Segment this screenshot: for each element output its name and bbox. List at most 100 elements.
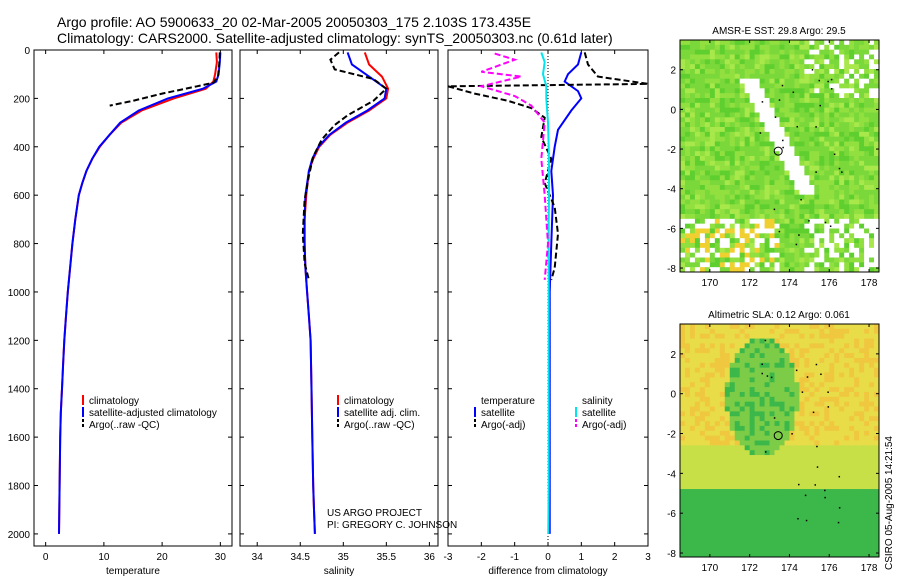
sla-map-cell	[764, 324, 770, 330]
sst-map-cell	[689, 122, 696, 128]
sst-map-cell	[759, 262, 765, 268]
sla-map-cell	[864, 513, 870, 519]
sst-map-cell	[774, 98, 780, 104]
sst-map-cell	[874, 170, 880, 176]
sla-map-cell	[794, 469, 800, 475]
sst-map-cell	[789, 233, 795, 239]
sst-map-cell	[704, 136, 711, 142]
sla-map-cell	[799, 552, 805, 558]
sla-map-cell	[704, 411, 711, 417]
sst-map-cell	[809, 243, 815, 249]
sla-map-cell	[744, 484, 751, 490]
sla-map-cell	[804, 416, 810, 422]
sla-map-cell	[759, 406, 765, 412]
sst-map-cell	[799, 136, 805, 142]
sla-map-cell	[704, 343, 711, 349]
sla-map-cell	[804, 411, 810, 417]
sla-map-cell	[789, 479, 795, 485]
sla-map-cell	[719, 391, 726, 398]
sst-map-cell	[714, 102, 721, 109]
sla-map-cell	[869, 493, 875, 500]
sla-map-cell	[774, 362, 780, 369]
sst-map-cell	[799, 54, 805, 60]
sla-map-cell	[704, 353, 711, 359]
sst-map-cell	[814, 218, 820, 225]
sla-map-cell	[844, 333, 850, 339]
sst-map-cell	[719, 54, 726, 60]
sla-map-cell	[794, 450, 800, 456]
sla-map-cell	[769, 527, 775, 534]
sla-map-cell	[704, 377, 711, 383]
sla-map-cell	[784, 333, 790, 339]
sla-map-cell	[759, 493, 765, 500]
sst-map-cell	[784, 233, 790, 239]
sla-map-cell	[739, 445, 746, 451]
sst-map-panel: 170 172 174 176 178-8-6-4-202	[667, 39, 880, 289]
sst-map-cell	[839, 136, 845, 142]
sst-map-cell	[699, 98, 706, 104]
sla-map-cell	[704, 498, 711, 504]
sst-map-cell	[689, 243, 696, 249]
sla-map-cell	[854, 489, 860, 495]
sst-map-cell	[719, 127, 726, 133]
sst-map-cell	[744, 223, 751, 229]
sla-map-cell	[834, 328, 840, 335]
sla-map-cell	[859, 464, 865, 471]
sst-map-cell	[824, 180, 830, 186]
sst-map-cell	[684, 218, 691, 225]
sla-map-cell	[754, 353, 761, 359]
sst-map-cell	[864, 170, 870, 176]
sla-map-cell	[749, 459, 756, 466]
sst-map-cell	[789, 218, 795, 225]
sla-map-cell	[869, 406, 875, 412]
sla-map-cell	[859, 489, 865, 495]
sla-map-cell	[714, 459, 721, 466]
sst-map-cell	[704, 93, 711, 99]
sst-map-cell	[764, 40, 770, 46]
sst-map-track-dot	[824, 221, 827, 224]
sst-map-cell	[799, 102, 805, 109]
sla-map-cell	[774, 537, 780, 543]
sla-map-cell	[719, 469, 726, 475]
sst-map-cell	[709, 257, 716, 263]
sst-map-cell	[814, 262, 820, 268]
sst-map-cell	[849, 98, 855, 104]
sst-map-cell	[689, 165, 696, 171]
sst-map-cell	[864, 151, 870, 157]
sla-map-cell	[824, 338, 830, 344]
sst-map-cell	[784, 185, 790, 191]
sst-map-cell	[749, 107, 756, 113]
sst-map-cell	[759, 223, 765, 229]
sst-map-cell	[799, 93, 805, 99]
sla-map-track-dot	[820, 373, 822, 376]
sla-map-cell	[689, 382, 696, 388]
sst-map-cell	[709, 44, 716, 51]
sla-map-cell	[844, 406, 850, 412]
sla-map-cell	[764, 547, 770, 553]
sst-map-cell	[779, 88, 785, 94]
sst-map-cell	[754, 122, 761, 128]
sla-map-cell	[844, 489, 850, 495]
sst-map-cell	[719, 252, 726, 258]
sst-map-cell	[769, 267, 775, 273]
sla-map-track-dot	[806, 376, 809, 378]
sst-map-cell	[694, 160, 701, 167]
sst-map-cell	[849, 267, 855, 273]
sla-map-cell	[680, 464, 686, 471]
sla-map-cell	[844, 464, 850, 471]
sla-map-cell	[809, 377, 815, 383]
sst-map-cell	[839, 49, 845, 55]
sst-map-cell	[849, 170, 855, 176]
sst-map-cell	[774, 122, 780, 128]
sst-map-cell	[794, 141, 800, 147]
sla-map-cell	[704, 425, 711, 432]
sst-map-cell	[759, 107, 765, 113]
sst-map-cell	[774, 112, 780, 118]
sst-map-cell	[774, 267, 780, 273]
sla-map-track-dot	[824, 489, 826, 492]
sst-map-cell	[859, 165, 865, 171]
sla-map-cell	[809, 474, 815, 480]
sla-map-cell	[744, 537, 751, 543]
sst-map-cell	[704, 160, 711, 167]
sst-map-cell	[774, 127, 780, 133]
